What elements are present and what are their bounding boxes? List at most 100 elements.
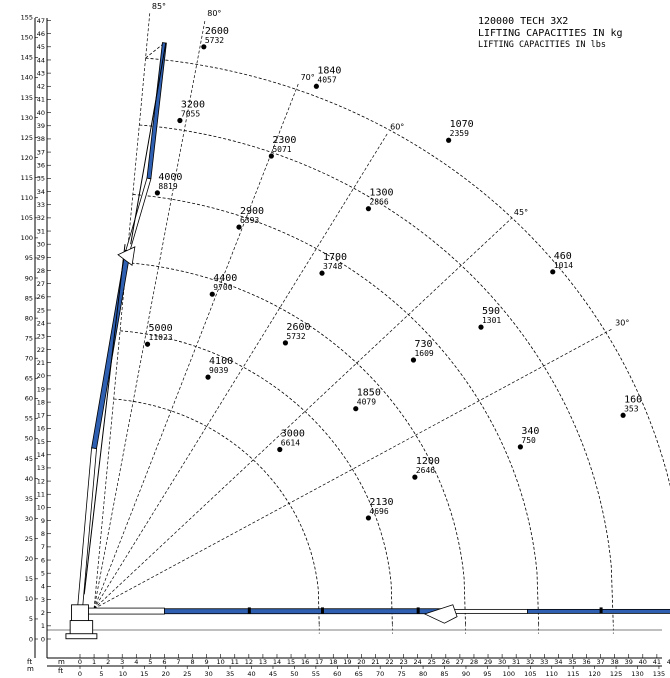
radius-arc: [126, 262, 466, 625]
m-unit-label-left: m: [27, 665, 34, 673]
y-tick-label-ft: 110: [21, 194, 33, 202]
x-tick-label-ft: 95: [483, 670, 491, 678]
x-tick-label-ft: 90: [462, 670, 470, 678]
x-tick-label-m: 7: [176, 658, 180, 666]
x-tick-label-ft: 55: [312, 670, 320, 678]
y-tick-label-m: 22: [37, 346, 45, 354]
x-tick-label-m: 35: [568, 658, 576, 666]
capacity-kg: 730: [414, 339, 432, 350]
capacity-kg: 1300: [369, 188, 393, 199]
y-tick-label-m: 36: [37, 162, 45, 170]
capacity-dot: [550, 269, 556, 275]
x-tick-label-ft: 125: [610, 670, 622, 678]
x-tick-label-ft: 30: [205, 670, 213, 678]
capacity-lbs: 5071: [272, 145, 291, 154]
y-tick-label-ft: 0: [29, 635, 33, 643]
y-tick-label-m: 41: [37, 96, 45, 104]
y-tick-label-ft: 10: [25, 595, 33, 603]
y-tick-label-m: 17: [37, 412, 45, 420]
capacity-lbs: 5732: [286, 332, 305, 341]
title-lbs: LIFTING CAPACITIES IN lbs: [478, 40, 606, 50]
capacity-kg: 2900: [240, 206, 264, 217]
capacity-dot: [365, 515, 372, 521]
y-tick-label-ft: 130: [21, 114, 33, 122]
capacity-lbs: 2866: [369, 198, 388, 207]
y-tick-label-m: 43: [37, 69, 45, 77]
crane-foot: [65, 633, 98, 640]
capacity-lbs: 2359: [450, 129, 469, 138]
y-tick-label-ft: 145: [21, 54, 33, 62]
capacity-lbs: 1301: [482, 316, 501, 325]
capacity-lbs: 11023: [149, 333, 173, 342]
x-tick-label-m: 28: [470, 658, 478, 666]
y-tick-label-m: 38: [37, 135, 45, 143]
x-tick-label-ft: 130: [631, 670, 643, 678]
angle-ray: [93, 18, 206, 609]
capacity-kg: 4100: [209, 356, 233, 367]
capacity-kg: 2600: [286, 322, 310, 333]
capacity-kg: 2600: [205, 26, 229, 37]
x-tick-label-ft: 75: [397, 670, 405, 678]
x-tick-label-m: 25: [428, 658, 436, 666]
axis-ticks: 0123456789101112131415161718192021222324…: [21, 14, 670, 678]
y-tick-label-m: 21: [37, 359, 45, 367]
y-tick-label-ft: 50: [25, 435, 33, 443]
jib-knuckle: [423, 604, 458, 624]
x-tick-label-m: 11: [231, 658, 239, 666]
x-tick-label-m: 32: [526, 658, 534, 666]
y-tick-label-ft: 25: [25, 535, 33, 543]
capacity-kg: 3200: [181, 99, 205, 110]
x-tick-label-m: 26: [442, 658, 450, 666]
lift-cylinder: [83, 244, 126, 595]
x-tick-label-m: 31: [512, 658, 520, 666]
horizontal-jib-section: [527, 608, 670, 614]
capacity-lbs: 8819: [158, 182, 177, 191]
y-tick-label-m: 35: [37, 175, 45, 183]
x-tick-label-ft: 0: [78, 670, 82, 678]
y-tick-label-m: 2: [41, 609, 45, 617]
angle-label: 45°: [514, 208, 528, 217]
y-tick-label-m: 45: [37, 43, 45, 51]
y-tick-label-ft: 155: [21, 14, 33, 22]
horizontal-boom-base: [85, 607, 165, 615]
capacity-dot: [236, 224, 242, 230]
x-tick-label-m: 5: [148, 658, 152, 666]
x-tick-label-ft: 70: [376, 670, 384, 678]
y-tick-label-m: 10: [37, 504, 45, 512]
x-tick-label-m: 2: [106, 658, 110, 666]
y-tick-label-ft: 60: [25, 395, 33, 403]
y-tick-label-m: 47: [37, 17, 45, 25]
capacity-dot: [205, 374, 211, 380]
ft-unit-label-bottom: ft: [58, 667, 63, 675]
capacity-dot: [144, 341, 151, 347]
y-tick-label-m: 4: [41, 583, 45, 591]
capacity-dot: [268, 153, 274, 159]
angle-ray: [93, 12, 151, 609]
capacity-dot: [177, 117, 183, 124]
capacity-lbs: 4696: [369, 507, 388, 516]
angle-rays: 85° 80° 70° 60° 45° 30°: [93, 2, 629, 610]
axis-frame: [34, 18, 662, 667]
capacity-dot: [353, 406, 359, 412]
y-tick-label-m: 39: [37, 122, 45, 130]
y-tick-label-m: 12: [37, 477, 45, 485]
y-tick-label-m: 33: [37, 201, 45, 209]
capacity-kg: 1700: [323, 252, 347, 263]
y-tick-label-ft: 65: [25, 375, 33, 383]
x-tick-label-m: 14: [273, 658, 281, 666]
y-tick-label-m: 3: [41, 596, 45, 604]
x-tick-label-ft: 85: [440, 670, 448, 678]
top-envelope: [145, 42, 165, 59]
capacity-kg: 4400: [213, 273, 237, 284]
y-tick-label-m: 28: [37, 267, 45, 275]
vertical-boom-base: [77, 447, 97, 610]
x-tick-label-m: 9: [205, 658, 209, 666]
capacity-kg: 1850: [357, 388, 381, 399]
capacity-lbs: 4057: [317, 75, 336, 84]
angle-ray: [93, 132, 389, 609]
y-tick-label-m: 14: [37, 451, 45, 459]
y-tick-label-m: 7: [41, 543, 45, 551]
m-unit-label-bottom: m: [58, 658, 65, 666]
capacity-lbs: 2646: [416, 466, 435, 475]
